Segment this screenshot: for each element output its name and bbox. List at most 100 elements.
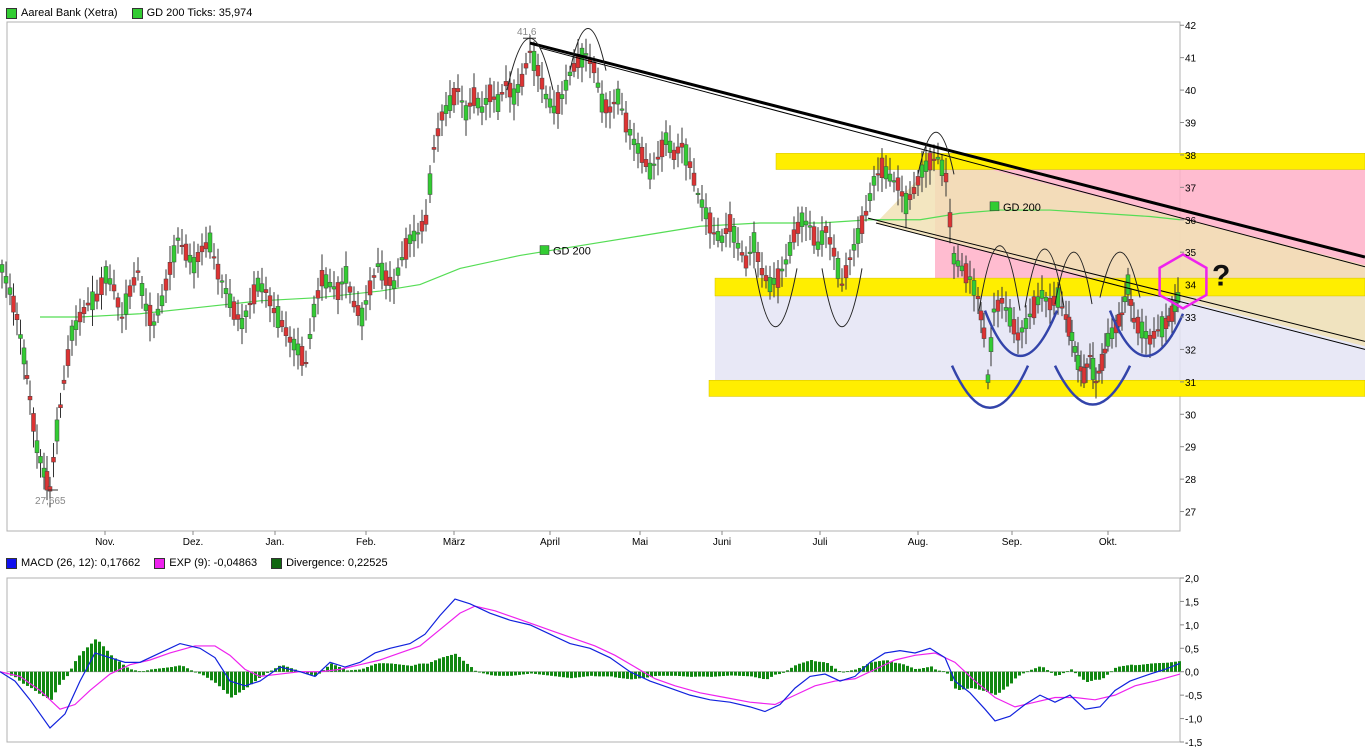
price-chart: ? 27,665 41,6 GD 200 GD 200 34 27 28 29 30 31 32 33 3… <box>0 21 1365 548</box>
divergence-bar <box>850 670 853 672</box>
divergence-bar <box>1086 671 1089 682</box>
candle-body <box>295 343 301 356</box>
candle-body <box>355 305 361 316</box>
candle-body <box>0 264 5 273</box>
divergence-bar <box>790 667 793 672</box>
divergence-bar <box>730 671 733 676</box>
divergence-bar <box>770 671 773 677</box>
divergence-bar <box>642 671 645 678</box>
candle-body <box>999 298 1005 304</box>
candle-body <box>651 163 657 166</box>
divergence-bar <box>798 663 801 672</box>
divergence-bar <box>458 656 461 672</box>
divergence-bar <box>542 671 545 675</box>
candle-body <box>819 230 825 245</box>
legend-label-gd200: GD 200 Ticks: 35,974 <box>146 7 253 19</box>
candle-body <box>591 61 597 74</box>
y-tick-label: 40 <box>1185 86 1197 97</box>
divergence-bar <box>1018 671 1021 676</box>
divergence-bar <box>530 671 533 674</box>
candle-body <box>895 177 901 191</box>
divergence-bar <box>838 671 841 672</box>
candle-body <box>99 277 104 296</box>
divergence-bar <box>162 667 165 672</box>
divergence-bar <box>30 671 33 689</box>
divergence-bar <box>994 671 997 695</box>
candle-body <box>387 276 393 286</box>
divergence-bar <box>66 671 69 677</box>
divergence-bar <box>1042 667 1045 672</box>
candle-body <box>1072 346 1078 353</box>
candle-body <box>931 158 937 161</box>
candle-body <box>683 144 689 166</box>
divergence-bar <box>94 639 97 672</box>
candle-body <box>839 283 845 286</box>
candle-body <box>267 295 273 307</box>
divergence-bar <box>46 671 49 698</box>
divergence-bar <box>266 671 269 673</box>
pattern-arc-8 <box>1099 251 1141 298</box>
candle-body <box>919 164 925 178</box>
gd200-line <box>40 209 1181 318</box>
divergence-bar <box>538 671 541 675</box>
divergence-bar <box>190 670 193 672</box>
candle-body <box>119 316 125 319</box>
candle-body <box>207 232 213 253</box>
divergence-bar <box>566 671 569 678</box>
legend-swatch-macd <box>6 557 17 569</box>
divergence-bar <box>258 671 261 678</box>
candle-body <box>1102 348 1108 354</box>
divergence-bar <box>818 661 821 672</box>
candle-body <box>559 94 565 99</box>
divergence-bar <box>670 671 673 676</box>
x-tick-label: März <box>443 537 465 548</box>
x-tick-label: Dez. <box>183 537 204 548</box>
divergence-bar <box>922 668 925 672</box>
legend-swatch-price <box>6 7 17 19</box>
y-tick-label: 36 <box>1185 216 1197 227</box>
candle-body <box>563 79 569 91</box>
hexagon-marker <box>1158 252 1208 310</box>
divergence-bar <box>262 671 265 676</box>
candle-body <box>475 97 481 109</box>
divergence-bar <box>962 671 965 690</box>
divergence-bar <box>86 647 89 672</box>
divergence-bar <box>1102 671 1105 679</box>
candle-body <box>107 278 113 285</box>
candle-body <box>335 282 341 300</box>
candle-body <box>995 299 1001 312</box>
divergence-bar <box>986 671 989 692</box>
divergence-bar <box>1066 671 1069 673</box>
candle-body <box>643 159 649 167</box>
divergence-bar <box>926 667 929 672</box>
divergence-bar <box>1014 671 1017 679</box>
divergence-bar <box>886 660 889 672</box>
divergence-bar <box>1174 661 1177 672</box>
divergence-bar <box>306 671 309 674</box>
divergence-bar <box>634 671 637 679</box>
macd-line <box>0 598 1181 729</box>
candle-body <box>85 302 91 306</box>
divergence-bar <box>226 671 229 694</box>
candle-body <box>667 140 673 153</box>
divergence-bar <box>330 663 333 672</box>
candle-body <box>935 156 941 160</box>
macd-y-tick-label: 1,5 <box>1185 597 1199 608</box>
divergence-bar <box>410 665 413 672</box>
candle-body <box>44 471 50 491</box>
legend-item-gd200: GD 200 Ticks: 35,974 <box>131 7 253 19</box>
macd-chart: 2,0 1,5 1,0 0,5 0,0 -0,5 -1,0 -1,5 <box>0 574 1203 747</box>
sr-band-2 <box>708 379 1365 397</box>
divergence-bar <box>446 656 449 672</box>
candle-body <box>1019 327 1025 333</box>
candle-body <box>1007 307 1013 327</box>
divergence-bar <box>182 666 185 672</box>
candle-body <box>523 63 529 69</box>
candle-body <box>627 129 633 136</box>
candle-body <box>967 276 973 280</box>
candle-body <box>703 207 709 220</box>
divergence-bar <box>214 671 217 683</box>
divergence-bar <box>198 671 201 674</box>
divergence-bar <box>626 671 629 679</box>
candle-body <box>31 413 36 432</box>
